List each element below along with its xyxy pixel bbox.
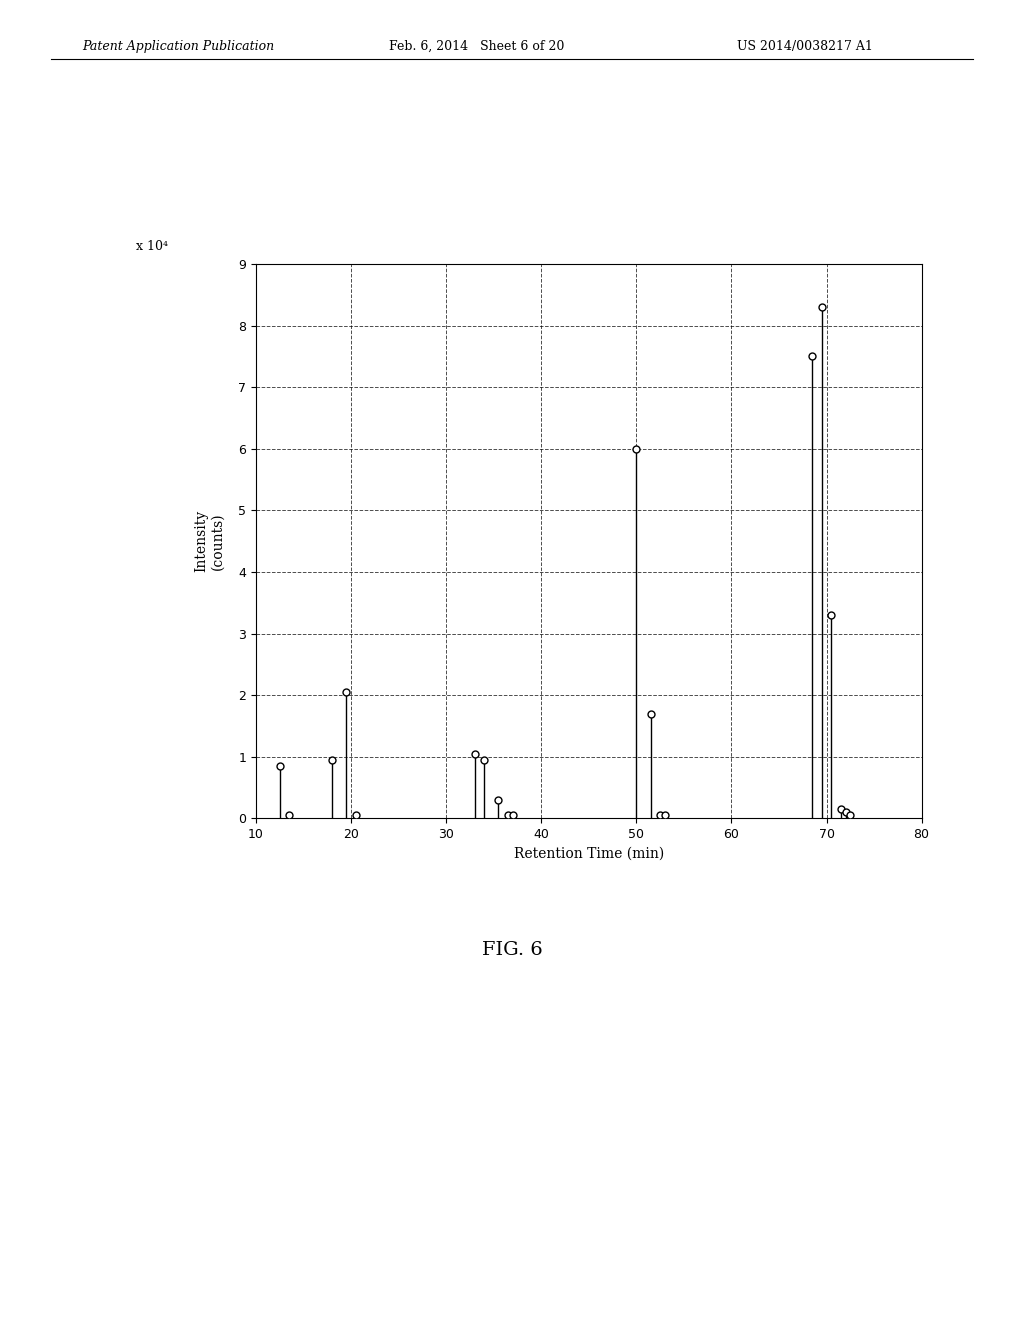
Text: FIG. 6: FIG. 6 [481, 941, 543, 960]
Text: x 10⁴: x 10⁴ [136, 240, 168, 253]
Text: Feb. 6, 2014   Sheet 6 of 20: Feb. 6, 2014 Sheet 6 of 20 [389, 40, 564, 53]
X-axis label: Retention Time (min): Retention Time (min) [514, 846, 664, 861]
Text: Patent Application Publication: Patent Application Publication [82, 40, 274, 53]
Text: US 2014/0038217 A1: US 2014/0038217 A1 [737, 40, 873, 53]
Y-axis label: Intensity
(counts): Intensity (counts) [195, 510, 224, 573]
